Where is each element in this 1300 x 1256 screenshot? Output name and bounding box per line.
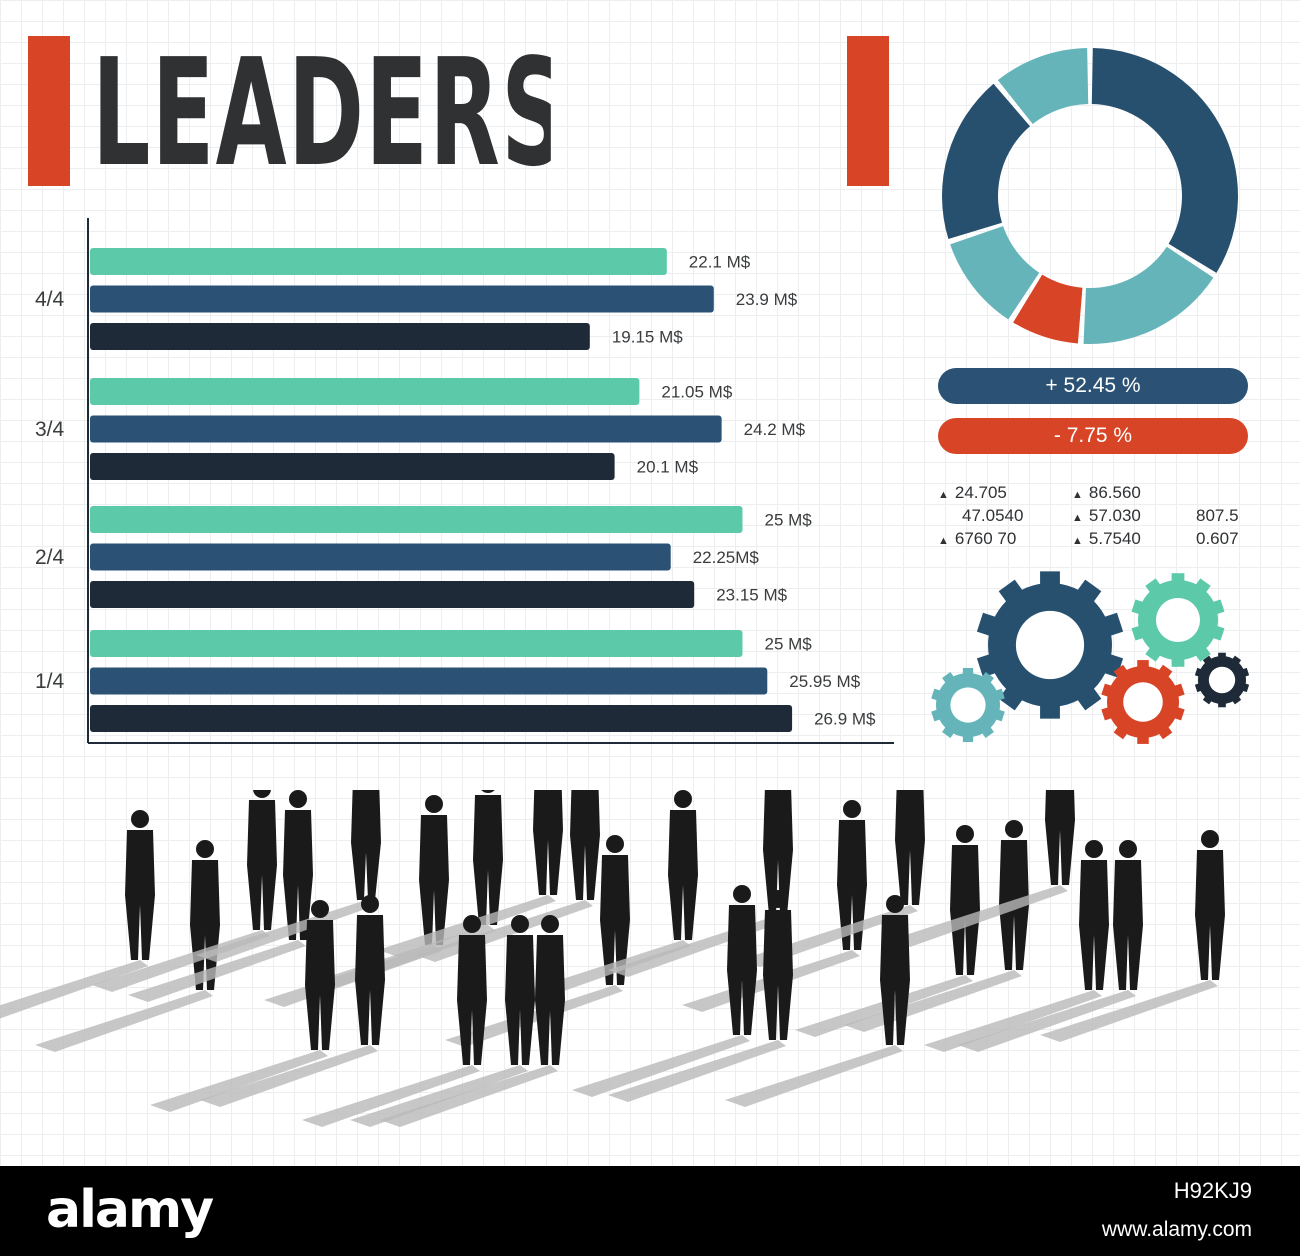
bar <box>90 705 793 732</box>
gears-illustration <box>931 571 1250 744</box>
stat-value: 47.0540 <box>962 506 1024 525</box>
gear-icon <box>1101 660 1185 744</box>
bar-value-label: 25.95 M$ <box>789 672 860 691</box>
infographic: LEADERSHIP 4/4 22.1 M$ 23.9 M$ 19.15 M$ 3/4 2… <box>0 0 1300 1166</box>
gear-icon <box>1194 652 1250 708</box>
bar <box>90 581 695 608</box>
stat-value: ▲ 6760 70 <box>938 529 1017 548</box>
page-title: LEADERSHIP <box>92 28 551 198</box>
category-label: 4/4 <box>35 288 65 311</box>
bar-chart: 4/4 22.1 M$ 23.9 M$ 19.15 M$ 3/4 21.05 M$ 24.2… <box>35 218 894 744</box>
decline-indicator: - 7.75 % <box>938 418 1248 454</box>
bar <box>90 285 714 313</box>
footer-url: www.alamy.com <box>1101 1218 1252 1241</box>
bar-value-label: 22.25M$ <box>693 548 760 567</box>
up-triangle-icon: ▲ <box>1072 489 1083 501</box>
footer-bar: alamy H92KJ9 www.alamy.com <box>0 1166 1300 1256</box>
bar <box>90 543 671 571</box>
stat-value: 0.607 <box>1196 529 1239 548</box>
growth-indicator: + 52.45 % <box>938 368 1248 404</box>
donut-segment <box>1091 48 1238 273</box>
bar-value-label: 24.2 M$ <box>744 420 806 439</box>
bar-value-label: 26.9 M$ <box>814 710 876 729</box>
bar <box>90 248 667 275</box>
donut-segment <box>1013 274 1083 344</box>
bar <box>90 323 590 350</box>
bar-value-label: 19.15 M$ <box>612 328 683 347</box>
bar-value-label: 25 M$ <box>765 511 813 530</box>
donut-chart <box>942 48 1238 344</box>
gear-icon <box>976 571 1124 719</box>
stat-value: ▲ 24.705 <box>938 483 1007 502</box>
bar <box>90 506 743 533</box>
title-accent-left <box>28 36 70 186</box>
up-triangle-icon: ▲ <box>1072 535 1083 547</box>
bar-value-label: 21.05 M$ <box>661 383 732 402</box>
up-triangle-icon: ▲ <box>1072 512 1083 524</box>
up-triangle-icon: ▲ <box>938 489 949 501</box>
donut-segment <box>1083 246 1214 344</box>
up-triangle-icon: ▲ <box>938 535 949 547</box>
category-label: 3/4 <box>35 418 65 441</box>
stat-value: 807.5 <box>1196 506 1239 525</box>
title-accent-right <box>847 36 889 186</box>
people-silhouettes <box>0 790 1225 1127</box>
business-crowd-silhouettes <box>0 790 1225 1127</box>
bar-value-label: 22.1 M$ <box>689 253 751 272</box>
bar-value-label: 23.9 M$ <box>736 290 798 309</box>
category-label: 1/4 <box>35 670 65 693</box>
bar <box>90 453 615 480</box>
alamy-logo: alamy <box>46 1180 214 1240</box>
bar <box>90 378 640 405</box>
bar-value-label: 23.15 M$ <box>716 586 787 605</box>
donut-segment <box>950 226 1040 320</box>
bar <box>90 630 743 657</box>
donut-segment <box>997 48 1089 125</box>
gear-icon <box>931 667 1005 743</box>
stat-value: ▲ 86.560 <box>1072 483 1141 502</box>
stat-value: ▲ 5.7540 <box>1072 529 1141 548</box>
stat-value: ▲ 57.030 <box>1072 506 1141 525</box>
bar <box>90 415 722 443</box>
category-label: 2/4 <box>35 546 65 569</box>
gear-icon <box>1131 573 1225 667</box>
donut-segment <box>942 83 1031 240</box>
image-id: H92KJ9 <box>1173 1178 1252 1203</box>
bar-value-label: 25 M$ <box>765 635 813 654</box>
bar <box>90 667 768 695</box>
bar-value-label: 20.1 M$ <box>637 458 699 477</box>
